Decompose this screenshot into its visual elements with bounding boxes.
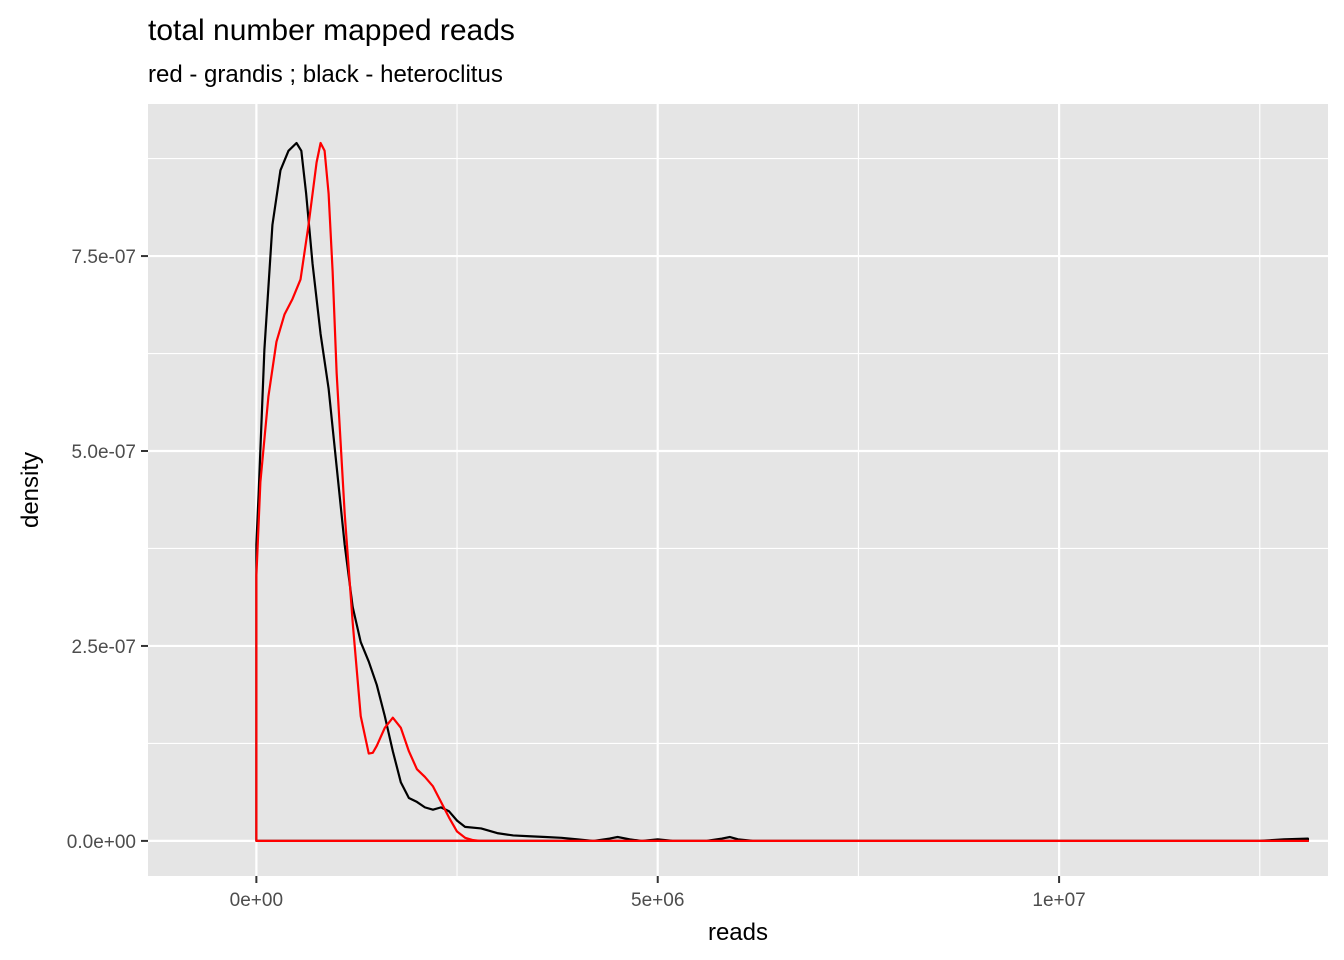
chart-subtitle: red - grandis ; black - heteroclitus (148, 61, 503, 88)
chart-title: total number mapped reads (148, 14, 515, 47)
y-tick-label: 2.5e-07 (72, 637, 136, 658)
y-axis: 0.0e+00 2.5e-07 5.0e-07 7.5e-07 (67, 247, 148, 853)
density-lines (255, 141, 1310, 843)
x-tick-label: 0e+00 (230, 890, 283, 911)
y-axis-title: density (17, 452, 44, 528)
y-tick-label: 0.0e+00 (67, 832, 136, 853)
x-axis-title: reads (708, 919, 768, 946)
plot-panel (148, 104, 1328, 876)
y-tick-label: 7.5e-07 (72, 247, 136, 268)
density-line-1 (255, 141, 1310, 843)
x-tick-label: 5e+06 (631, 890, 684, 911)
density-line-2 (255, 141, 1310, 843)
y-tick-label: 5.0e-07 (72, 442, 136, 463)
x-tick-label: 1e+07 (1032, 890, 1085, 911)
x-axis: 0e+00 5e+06 1e+07 (230, 876, 1086, 911)
